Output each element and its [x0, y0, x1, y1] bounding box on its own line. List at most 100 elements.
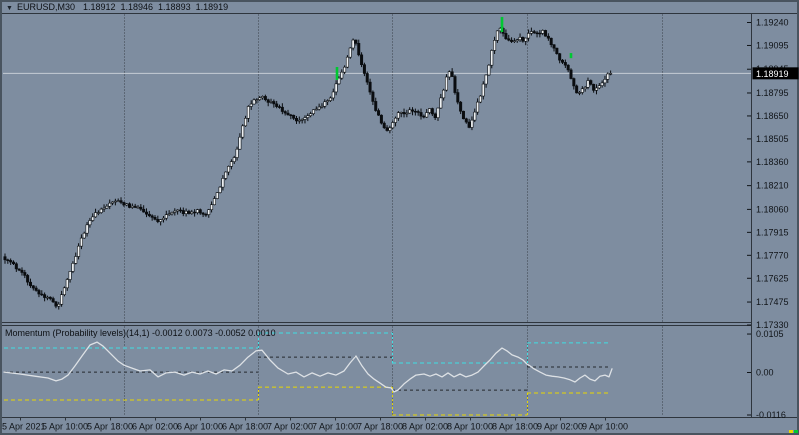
candle-bear: [51, 298, 55, 303]
signal-bar-icon: [335, 67, 339, 80]
candle-bull: [258, 97, 262, 100]
candle-bull: [212, 198, 216, 206]
momentum-line: [3, 341, 613, 393]
candle-bear: [156, 219, 160, 222]
candle-bear: [532, 31, 536, 34]
candle-bear: [280, 106, 284, 112]
corner-glyph-yellow: [789, 430, 793, 433]
candle-bull: [116, 200, 120, 202]
candle-bear: [549, 37, 553, 46]
candle-bull: [512, 40, 516, 42]
time-axis-label: 6 Apr 10:00: [177, 422, 223, 432]
candle-bull: [345, 56, 349, 68]
candle-bear: [510, 39, 514, 42]
indicator-axis-label: 0.0105: [756, 329, 784, 339]
candle-bear: [354, 39, 358, 44]
candle-bull: [606, 73, 610, 80]
candle-bear: [561, 59, 565, 63]
candle-bull: [577, 92, 581, 94]
candle-bull: [399, 112, 403, 114]
time-axis-label: 7 Apr 18:00: [357, 422, 403, 432]
candle-bull: [527, 33, 531, 39]
candle-bull: [439, 97, 443, 109]
candle-bull: [396, 112, 400, 119]
candle-bull: [221, 178, 225, 188]
candle-bear: [139, 206, 143, 210]
time-axis-label: 7 Apr 02:00: [267, 422, 313, 432]
candle-bear: [54, 301, 58, 307]
candle-bear: [292, 114, 296, 119]
candle-bull: [82, 232, 86, 239]
candle-bull: [96, 212, 100, 214]
candle-bear: [28, 281, 32, 287]
candle-bear: [193, 211, 197, 214]
candle-bear: [142, 208, 146, 213]
candle-bull: [529, 31, 533, 34]
indicator-axis-label: 0.00: [756, 368, 774, 378]
candle-bull: [311, 109, 315, 114]
candle-bull: [495, 30, 499, 41]
candle-bear: [187, 210, 191, 214]
time-axis-label: 6 Apr 02:00: [132, 422, 178, 432]
candle-bull: [314, 108, 318, 111]
current-price-tag: [752, 67, 799, 80]
candle-bear: [119, 200, 123, 203]
candle-bull: [391, 122, 395, 129]
indicator-axis-label: -0.0116: [756, 410, 786, 420]
signal-bar-icon: [500, 16, 504, 33]
candle-bull: [473, 111, 477, 121]
candle-bear: [544, 30, 548, 37]
indicator-title: Momentum (Probability levels)(14,1) -0.0…: [5, 328, 276, 338]
price-axis-label: 1.18060: [756, 204, 789, 214]
candle-bull: [425, 112, 429, 118]
candle-bear: [145, 211, 149, 215]
candle-bear: [368, 81, 372, 93]
time-axis-label: 5 Apr 10:00: [42, 422, 88, 432]
candle-bull: [490, 50, 494, 66]
symbol-label: EURUSD,M30: [16, 2, 75, 12]
price-axis-label: 1.19095: [756, 40, 789, 50]
candle-bear: [461, 110, 465, 120]
candle-bull: [65, 279, 69, 289]
candle-bear: [40, 293, 44, 296]
quick-trade-arrow-icon[interactable]: ▼: [6, 5, 13, 12]
candle-bull: [388, 127, 392, 131]
candle-bull: [518, 36, 522, 41]
candle-bear: [294, 118, 298, 122]
candle-bear: [416, 111, 420, 113]
candle-bear: [507, 38, 511, 41]
candle-bear: [555, 47, 559, 54]
candle-bear: [43, 294, 47, 298]
candle-bull: [241, 125, 245, 138]
candle-bull: [210, 204, 214, 210]
candle-bear: [467, 121, 471, 128]
candle-bear: [278, 106, 282, 108]
candle-bull: [478, 95, 482, 103]
candle-bull: [444, 76, 448, 91]
candle-bull: [394, 117, 398, 123]
candle-bear: [569, 69, 573, 79]
candle-bull: [484, 74, 488, 85]
candle-bear: [289, 114, 293, 117]
candle-bear: [263, 96, 267, 100]
candle-bull: [408, 109, 412, 114]
candle-bull: [102, 207, 106, 210]
candle-bear: [589, 80, 593, 85]
price-axis-label: 1.18210: [756, 181, 789, 191]
candle-bear: [20, 269, 24, 273]
candle-bear: [433, 113, 437, 118]
candle-bull: [94, 212, 98, 218]
signal-bar-icon: [569, 53, 573, 59]
candle-bull: [442, 89, 446, 99]
ohlc-open: 1.18912: [82, 2, 116, 12]
candle-bear: [11, 261, 15, 265]
candle-bull: [594, 87, 598, 91]
price-axis-label: 1.18360: [756, 157, 789, 167]
candle-bear: [204, 213, 208, 216]
candle-bull: [343, 66, 347, 73]
candle-bull: [57, 303, 61, 307]
candle-bear: [122, 202, 126, 206]
candle-bear: [566, 64, 570, 71]
